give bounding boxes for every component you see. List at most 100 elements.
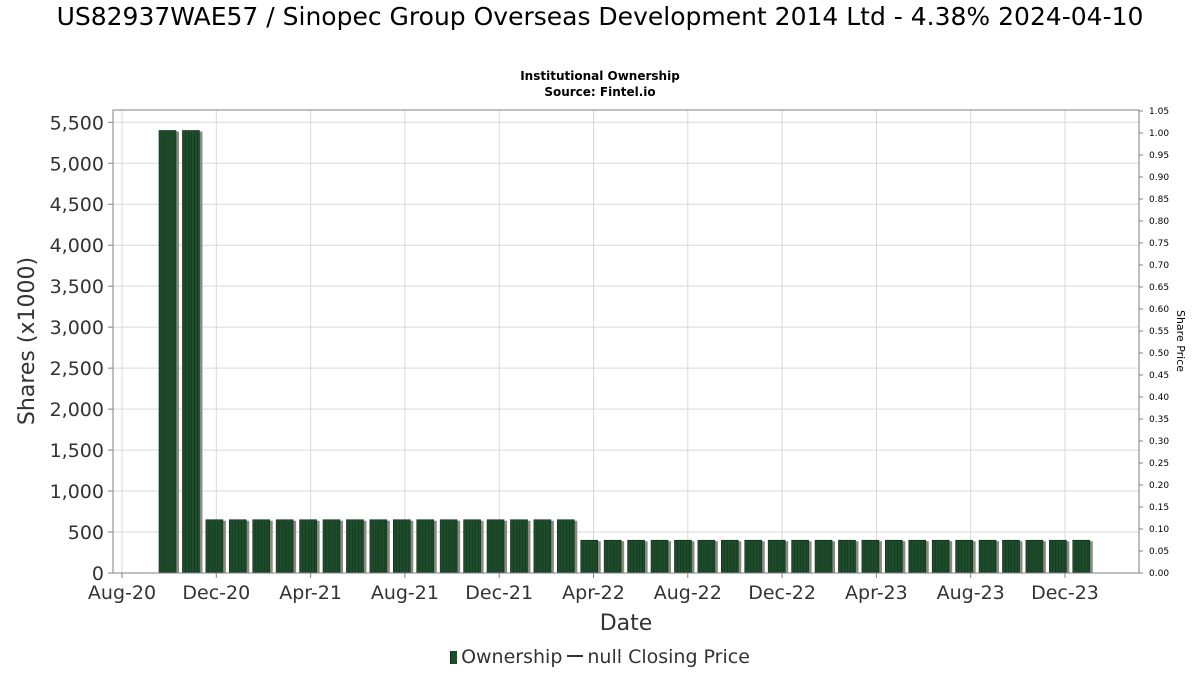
ownership-bar — [205, 519, 224, 574]
ownership-bar — [369, 519, 388, 574]
y-tick-label: 3,500 — [50, 276, 104, 298]
ownership-bar — [252, 519, 271, 574]
ownership-bar — [439, 519, 458, 574]
ownership-bar — [1072, 539, 1091, 574]
y2-tick-label: 0.60 — [1149, 305, 1169, 315]
ownership-bar — [1025, 539, 1044, 574]
ownership-bar — [674, 539, 692, 574]
ownership-bar — [791, 539, 809, 574]
ownership-bar — [346, 519, 364, 574]
y2-tick-label: 0.00 — [1149, 569, 1169, 579]
ownership-bar — [392, 519, 411, 574]
y2-tick-label: 1.05 — [1149, 107, 1169, 117]
y2-tick-label: 0.70 — [1149, 261, 1169, 271]
chart-subtitle-line-1: Institutional Ownership — [520, 69, 680, 83]
y2-tick-label: 0.25 — [1149, 459, 1169, 469]
y2-tick-label: 0.15 — [1149, 503, 1169, 513]
chart-title: US82937WAE57 / Sinopec Group Overseas De… — [56, 2, 1144, 31]
ownership-bar — [978, 539, 997, 574]
y2-tick-label: 0.80 — [1149, 217, 1169, 227]
ownership-bar — [908, 539, 927, 574]
y2-tick-label: 0.75 — [1149, 239, 1169, 249]
x-tick-label: Dec-20 — [182, 582, 250, 604]
x-tick-label: Dec-21 — [465, 582, 533, 604]
ownership-bar — [533, 519, 552, 574]
y-tick-label: 1,500 — [50, 440, 104, 462]
y2-tick-label: 0.50 — [1149, 349, 1169, 359]
y2-tick-label: 0.10 — [1149, 525, 1169, 535]
chart-subtitle-line-2: Source: Fintel.io — [544, 85, 656, 99]
ownership-bar — [767, 539, 786, 574]
x-tick-label: Aug-22 — [654, 582, 722, 604]
y2-tick-label: 0.65 — [1149, 283, 1169, 293]
legend-ownership-swatch — [450, 651, 458, 664]
ownership-bar — [182, 130, 200, 574]
secondary-y-axis-label: Share Price — [1174, 310, 1187, 372]
ownership-bar — [650, 539, 669, 574]
legend-closing-price-line — [567, 655, 584, 657]
y-tick-label: 2,000 — [50, 399, 104, 421]
ownership-bar — [463, 519, 481, 574]
y2-tick-label: 0.30 — [1149, 437, 1169, 447]
x-tick-label: Apr-21 — [279, 582, 342, 604]
ownership-bar — [510, 519, 528, 574]
ownership-bar — [721, 539, 739, 574]
ownership-bar — [885, 539, 903, 574]
x-tick-label: Dec-22 — [748, 582, 816, 604]
ownership-bar — [814, 539, 833, 574]
legend-closing-price-label: null Closing Price — [587, 646, 750, 668]
x-tick-label: Apr-23 — [845, 582, 908, 604]
ownership-bar — [158, 130, 177, 574]
y2-tick-label: 0.95 — [1149, 151, 1169, 161]
y2-tick-label: 0.05 — [1149, 547, 1169, 557]
ownership-bar — [931, 539, 950, 574]
ownership-bar — [861, 539, 880, 574]
ownership-bar — [486, 519, 505, 574]
ownership-bar — [955, 539, 973, 574]
ownership-bar — [322, 519, 341, 574]
x-axis: Aug-20 Dec-20 Apr-21 Aug-21 Dec-21 Apr-22 Aug-… — [88, 573, 1099, 604]
y2-tick-label: 0.40 — [1149, 393, 1169, 403]
ownership-bar — [744, 539, 763, 574]
ownership-bar — [1002, 539, 1020, 574]
plot-frame — [112, 109, 1140, 574]
x-tick-label: Aug-21 — [371, 582, 439, 604]
y-tick-label: 2,500 — [50, 358, 104, 380]
ownership-bar — [697, 539, 716, 574]
bars-layer — [158, 130, 1093, 574]
grid-layer — [113, 110, 1139, 574]
ownership-bar — [416, 519, 435, 574]
y-tick-label: 4,000 — [50, 235, 104, 257]
y-axis: 0 500 1,000 1,500 2,000 2,500 3,000 3,500 4,000 4… — [50, 112, 113, 585]
y2-tick-label: 0.35 — [1149, 415, 1169, 425]
y-tick-label: 500 — [68, 522, 104, 544]
ownership-bar — [299, 519, 317, 574]
y-tick-label: 0 — [92, 563, 104, 585]
y-tick-label: 4,500 — [50, 194, 104, 216]
y2-tick-label: 0.90 — [1149, 173, 1169, 183]
x-axis-label: Date — [600, 611, 653, 636]
y-tick-label: 1,000 — [50, 481, 104, 503]
ownership-bar — [228, 519, 247, 574]
ownership-bar — [580, 539, 599, 574]
ownership-bar — [603, 539, 622, 574]
ownership-bar — [627, 539, 645, 574]
y-tick-label: 5,500 — [50, 112, 104, 134]
y-axis-label: Shares (x1000) — [15, 257, 40, 425]
legend-ownership-label: Ownership — [461, 646, 563, 668]
chart-subtitle: Institutional Ownership Source: Fintel.i… — [0, 68, 1200, 100]
ownership-bar — [557, 519, 575, 574]
x-tick-label: Dec-23 — [1031, 582, 1099, 604]
secondary-y-axis: 0.00 0.05 0.10 0.15 0.20 0.25 0.30 0.35 0.40 0.45… — [1139, 107, 1169, 579]
x-tick-label: Aug-23 — [937, 582, 1005, 604]
y2-tick-label: 0.45 — [1149, 371, 1169, 381]
ownership-bar — [275, 519, 294, 574]
x-tick-label: Apr-22 — [562, 582, 625, 604]
y-tick-label: 5,000 — [50, 153, 104, 175]
y2-tick-label: 0.85 — [1149, 195, 1169, 205]
y-tick-label: 3,000 — [50, 317, 104, 339]
legend: Ownership null Closing Price — [0, 646, 1200, 668]
ownership-bar — [838, 539, 856, 574]
y2-tick-label: 0.55 — [1149, 327, 1169, 337]
